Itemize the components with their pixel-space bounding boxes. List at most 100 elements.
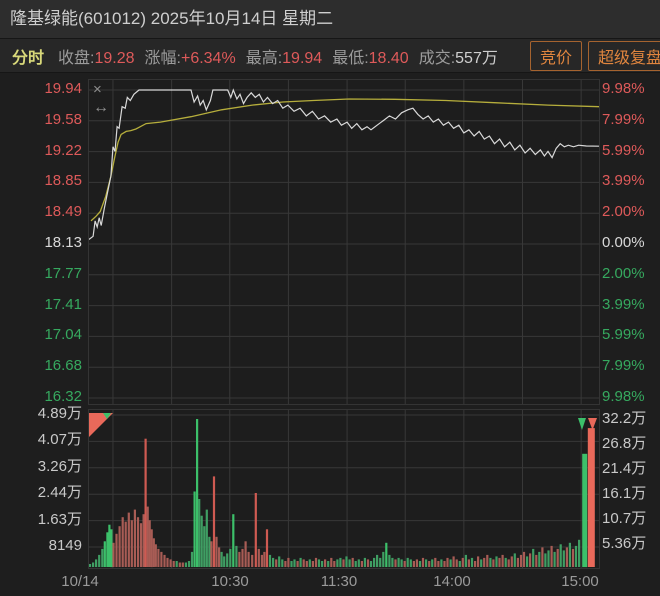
chart-area: × ↔ 19.94 19.58 19.22 18.85 18.49 18.13 17.77 1…	[0, 73, 660, 596]
volume-bar	[139, 523, 143, 567]
volume-bar	[470, 557, 474, 567]
price-axis-label: 19.22	[44, 141, 82, 159]
volume-bar	[400, 559, 403, 567]
volume-chart-svg[interactable]	[89, 410, 599, 568]
pct-axis-label: 9.98%	[602, 388, 645, 405]
volume-bar	[418, 561, 422, 567]
volume-bar	[443, 561, 446, 567]
volume-bar	[467, 559, 470, 567]
volume-bar	[317, 559, 321, 567]
volume-panel[interactable]	[88, 409, 600, 569]
volume-bar	[296, 561, 299, 567]
volume-bar	[241, 548, 244, 567]
auction-replay-button[interactable]: 竞价	[529, 40, 582, 71]
volume-bar	[354, 561, 357, 567]
volume-bar	[412, 561, 415, 567]
volume-bar	[281, 559, 284, 567]
volume-bar	[220, 551, 223, 567]
time-axis-label: 15:00	[561, 573, 599, 590]
plot-corner-controls: × ↔	[93, 82, 109, 116]
volume-bar	[327, 561, 330, 567]
volume-bar	[118, 526, 121, 567]
volume-bar	[299, 557, 302, 567]
volume-bar	[178, 562, 181, 567]
volume-axis-left-label: 2.44万	[37, 484, 82, 502]
volume-bar	[431, 559, 434, 567]
volume-bar	[208, 536, 211, 567]
close-icon[interactable]: ×	[93, 81, 102, 98]
volume-bar	[373, 557, 376, 567]
volume-bar	[498, 557, 501, 567]
volume-bar	[507, 559, 510, 567]
volume-bar	[148, 520, 151, 567]
volume-bar	[385, 542, 388, 567]
volume-bar	[535, 554, 538, 567]
volume-bar	[562, 550, 565, 567]
auction-buttons: 竞价 超级复盘	[524, 40, 660, 71]
volume-bar	[421, 557, 425, 567]
volume-bar	[235, 545, 238, 567]
stat-item: 收盘:19.28	[58, 49, 135, 67]
pct-axis-label: 3.99%	[602, 295, 645, 313]
volume-bar	[321, 561, 324, 567]
tab-minute-chart[interactable]: 分时	[12, 49, 45, 67]
volume-bar	[293, 559, 296, 567]
volume-bar	[553, 551, 556, 567]
volume-bar	[205, 509, 208, 567]
volume-bar	[440, 559, 443, 567]
volume-bar	[275, 559, 278, 567]
volume-bar	[157, 548, 160, 567]
price-axis-label: 17.77	[44, 264, 82, 282]
volume-bar	[172, 561, 175, 567]
price-chart-svg[interactable]	[89, 80, 599, 404]
volume-bar	[388, 554, 391, 567]
volume-bar	[95, 559, 98, 567]
volume-bar	[544, 553, 547, 567]
volume-bar	[127, 512, 130, 567]
price-axis-label: 17.04	[44, 326, 82, 344]
super-replay-button[interactable]: 超级复盘	[587, 40, 660, 71]
stat-item: 最高:19.94	[245, 49, 323, 67]
volume-bar	[110, 529, 113, 568]
volume-bar	[108, 524, 111, 567]
stats-items: 收盘:19.28 涨幅:+6.34% 最高:19.94 最低:18.40 成交:557万	[58, 44, 508, 68]
volume-bar	[163, 554, 166, 567]
pct-axis-label: 0.00%	[602, 234, 645, 251]
volume-bar	[311, 561, 314, 567]
horizontal-resize-icon[interactable]: ↔	[93, 99, 109, 116]
time-axis-label: 11:30	[320, 573, 358, 590]
volume-bar	[308, 559, 311, 567]
volume-bar	[223, 556, 226, 567]
volume-bar	[115, 533, 118, 567]
price-axis-label: 19.58	[44, 110, 82, 128]
open-auction-unmatched-wedge	[89, 413, 113, 437]
volume-axis-left-label: 4.89万	[37, 405, 82, 422]
volume-bar	[175, 561, 178, 567]
price-axis-label: 16.32	[44, 388, 82, 405]
volume-bar	[379, 557, 382, 567]
stats-toolbar: 分时 收盘:19.28 涨幅:+6.34% 最高:19.94 最低:18.40 成交:5…	[0, 39, 660, 73]
volume-bar	[272, 557, 275, 567]
volume-bar	[265, 529, 269, 568]
volume-bar	[146, 506, 149, 567]
volume-bar	[215, 536, 218, 567]
volume-bar	[103, 541, 106, 567]
volume-bar	[474, 561, 477, 567]
volume-axis-left-label: 3.26万	[37, 457, 82, 475]
price-panel[interactable]: × ↔	[88, 79, 600, 405]
price-axis-label: 17.41	[44, 295, 82, 313]
volume-bar	[124, 521, 127, 567]
volume-bar	[263, 551, 266, 567]
volume-bar	[336, 559, 339, 567]
stat-item: 涨幅:+6.34%	[144, 49, 236, 67]
volume-bar	[486, 554, 489, 567]
volume-bar	[305, 561, 308, 567]
volume-bar	[397, 557, 400, 567]
volume-bar	[152, 538, 155, 567]
volume-bar	[290, 561, 293, 567]
volume-bar	[587, 428, 595, 567]
volume-bar	[339, 557, 342, 567]
volume-bar	[98, 554, 101, 567]
volume-axis-left-label: 1.63万	[37, 510, 82, 528]
volume-bar	[169, 559, 172, 567]
